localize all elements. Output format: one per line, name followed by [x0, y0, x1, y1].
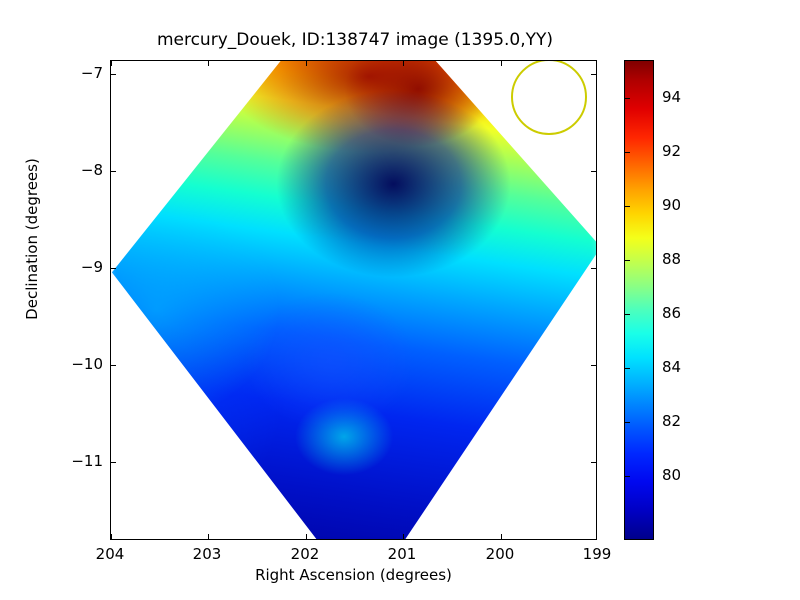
colorbar-tick-label: 80 [662, 466, 682, 484]
x-tick [403, 534, 404, 539]
x-tick-top [306, 61, 307, 66]
colorbar-tick [625, 476, 630, 477]
colorbar[interactable] [624, 60, 654, 540]
colorbar-tick [625, 260, 630, 261]
y-tick-right [591, 268, 596, 269]
y-tick [111, 171, 116, 172]
colorbar-tick [625, 422, 630, 423]
x-tick-top [208, 61, 209, 66]
y-tick-label: −11 [71, 452, 103, 470]
colorbar-tick-label: 90 [662, 196, 682, 214]
colorbar-tick-label: 84 [662, 358, 682, 376]
y-tick-label: −9 [80, 258, 103, 276]
y-tick-label: −7 [80, 64, 103, 82]
x-tick [306, 534, 307, 539]
x-tick [208, 534, 209, 539]
x-tick-label: 204 [95, 545, 125, 563]
x-tick-top [111, 61, 112, 66]
y-tick [111, 268, 116, 269]
x-tick-label: 199 [582, 545, 612, 563]
colorbar-tick-label: 88 [662, 250, 682, 268]
colorbar-tick-label: 86 [662, 304, 682, 322]
y-tick-label: −8 [80, 161, 103, 179]
y-tick-label: −10 [71, 355, 103, 373]
x-axis-title: Right Ascension (degrees) [255, 566, 452, 584]
heatmap-image [111, 61, 596, 539]
x-tick-label: 203 [192, 545, 222, 563]
y-tick-right [591, 74, 596, 75]
colorbar-tick [625, 152, 630, 153]
beam-circle-annotation [511, 61, 587, 135]
colorbar-gradient [625, 61, 653, 539]
x-tick-label: 200 [485, 545, 515, 563]
x-tick-top [501, 61, 502, 66]
observation-field-edge-feather [112, 61, 596, 539]
colorbar-tick [625, 206, 630, 207]
colorbar-tick [625, 314, 630, 315]
colorbar-tick-label: 94 [662, 88, 682, 106]
colorbar-tick [625, 98, 630, 99]
colorbar-tick [625, 368, 630, 369]
y-tick-right [591, 365, 596, 366]
plot-area[interactable] [110, 60, 597, 540]
y-tick-right [591, 171, 596, 172]
x-tick-label: 202 [290, 545, 320, 563]
y-tick [111, 462, 116, 463]
y-tick-right [591, 462, 596, 463]
x-tick [501, 534, 502, 539]
colorbar-tick-label: 82 [662, 412, 682, 430]
y-axis-title: Declination (degrees) [23, 158, 41, 320]
y-tick [111, 74, 116, 75]
x-tick [111, 534, 112, 539]
page-title: mercury_Douek, ID:138747 image (1395.0,Y… [156, 30, 554, 50]
x-tick-label: 201 [387, 545, 417, 563]
colorbar-tick-label: 92 [662, 142, 682, 160]
x-tick-top [403, 61, 404, 66]
y-tick [111, 365, 116, 366]
